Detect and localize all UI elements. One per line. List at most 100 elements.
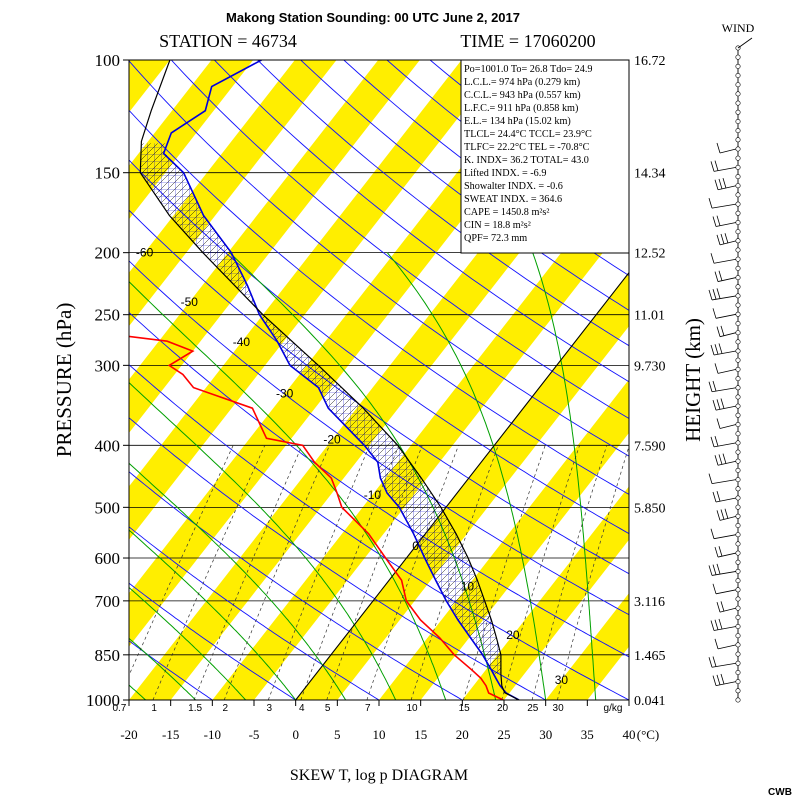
wind-level-marker xyxy=(735,449,741,455)
wind-barb-shaft xyxy=(711,479,737,485)
temperature-tick-label: -10 xyxy=(204,727,221,742)
wind-level-marker xyxy=(735,559,741,565)
wind-barb-shaft xyxy=(713,534,737,540)
info-line: Po=1001.0 To= 26.8 Tdo= 24.9 xyxy=(464,64,593,75)
moist-adiabat xyxy=(129,637,197,700)
wind-level-marker xyxy=(735,541,741,547)
wind-barb-feather xyxy=(720,398,725,409)
temperature-tick-label: 35 xyxy=(581,727,594,742)
wind-barb-feather xyxy=(724,508,729,519)
mixing-ratio-label: 15 xyxy=(459,703,471,714)
dewpoint-line xyxy=(129,335,504,700)
x-axis-title: SKEW T, log p DIAGRAM xyxy=(290,767,468,784)
height-tick-label: 3.116 xyxy=(634,595,665,610)
isotherm-label: 30 xyxy=(555,673,569,687)
mixing-ratio-label: 1.5 xyxy=(188,703,202,714)
wind-barb-feather xyxy=(712,308,717,319)
y2-axis-title: HEIGHT (km) xyxy=(681,318,705,442)
wind-level-marker xyxy=(735,587,741,593)
wind-barb-feather xyxy=(718,178,723,190)
wind-barb-feather xyxy=(712,289,717,300)
mixing-ratio-label: 3 xyxy=(267,703,273,714)
zero-isotherm xyxy=(295,271,629,700)
wind-barb-feather xyxy=(718,546,723,557)
wind-barb-shaft xyxy=(717,277,737,282)
wind-level-marker xyxy=(735,247,741,253)
wind-barb-feather xyxy=(710,528,715,539)
pressure-tick-label: 600 xyxy=(95,549,121,568)
info-line: TLFC= 22.2°C TEL = -70.8°C xyxy=(464,142,590,153)
wind-level-marker xyxy=(735,311,741,317)
wind-level-marker xyxy=(735,330,741,336)
temperature-tick-label: 10 xyxy=(373,727,386,742)
wind-level-marker xyxy=(735,431,741,437)
wind-barb-feather xyxy=(708,657,713,668)
wind-barb-feather xyxy=(714,546,719,558)
height-tick-label: 16.72 xyxy=(634,54,666,69)
isotherm-band xyxy=(129,60,420,433)
wind-level-marker xyxy=(735,532,741,538)
wind-level-marker xyxy=(735,128,741,134)
wind-barb-feather xyxy=(712,380,717,392)
wind-level-marker xyxy=(735,357,741,363)
temperature-tick-label: 15 xyxy=(414,727,427,742)
height-ticks: 16.72 14.34 12.52 11.01 9.730 7.590 5.850 3.116… xyxy=(634,54,666,709)
info-line: TLCL= 24.4°C TCCL= 23.9°C xyxy=(464,129,592,140)
temperature-tick-label: -20 xyxy=(120,727,137,742)
wind-level-marker xyxy=(735,614,741,620)
wind-level-marker xyxy=(735,293,741,299)
wind-level-marker xyxy=(735,633,741,639)
credit-label: CWB xyxy=(768,787,792,798)
wind-level-marker xyxy=(735,54,741,60)
wind-barb-feather xyxy=(708,381,713,392)
wind-barb-feather xyxy=(716,563,721,574)
mixing-ratio-label: 10 xyxy=(406,703,418,714)
mixing-ratio-label: 1 xyxy=(151,703,157,714)
wind-level-marker xyxy=(735,339,741,345)
plot-area: -90 -80 -70 -60 -50 -40 -30 -20 -10 0 10 20 30 xyxy=(129,60,629,700)
mixing-ratio-line xyxy=(326,445,423,700)
wind-barb-shaft xyxy=(715,405,737,411)
wind-barb-feather xyxy=(716,142,721,154)
wind-barb-shaft xyxy=(719,332,737,338)
moist-adiabat xyxy=(129,381,397,700)
info-line: Lifted INDX. = -6.9 xyxy=(464,168,546,179)
wind-level-marker xyxy=(735,119,741,125)
wind-barb-feather xyxy=(714,160,719,171)
parcel-line xyxy=(139,60,520,700)
isotherm-band xyxy=(129,60,504,540)
wind-barb-feather xyxy=(712,564,717,575)
temperature-tick-label: -15 xyxy=(162,727,179,742)
mixing-ratio-line xyxy=(223,445,330,700)
isotherm-label: -10 xyxy=(364,488,382,502)
mixing-ratio-line xyxy=(267,445,370,700)
wind-level-marker xyxy=(735,183,741,189)
wind-barb-shaft xyxy=(713,166,737,172)
wind-level-marker xyxy=(735,467,741,473)
wind-barb-shaft xyxy=(717,460,737,466)
wind-barb-shaft xyxy=(713,626,737,631)
wind-barb-feather xyxy=(720,601,725,612)
wind-barb-feather xyxy=(724,233,729,244)
dry-adiabat xyxy=(129,417,546,700)
isotherm-label: 0 xyxy=(412,539,419,553)
mixing-ratio-label: 4 xyxy=(299,703,305,714)
cape-area xyxy=(140,143,501,675)
dry-adiabat xyxy=(129,471,463,700)
wind-level-marker xyxy=(735,495,741,501)
pressure-tick-label: 1000 xyxy=(86,691,120,710)
info-line: L.F.C.= 911 hPa (0.858 km) xyxy=(464,103,578,114)
sounding-lines xyxy=(129,60,520,700)
wind-barb-shaft xyxy=(717,552,737,558)
wind-level-marker xyxy=(735,403,741,409)
pressure-tick-label: 150 xyxy=(95,164,121,183)
temperature-line xyxy=(162,60,520,700)
wind-barb-shaft xyxy=(719,424,737,429)
wind-barb-feather xyxy=(710,161,715,172)
temperature-tick-label: 20 xyxy=(456,727,469,742)
wind-level-marker xyxy=(735,229,741,235)
wind-barb-shaft xyxy=(711,571,737,576)
isotherm-band xyxy=(545,593,629,700)
wind-barb-feather xyxy=(714,344,719,355)
